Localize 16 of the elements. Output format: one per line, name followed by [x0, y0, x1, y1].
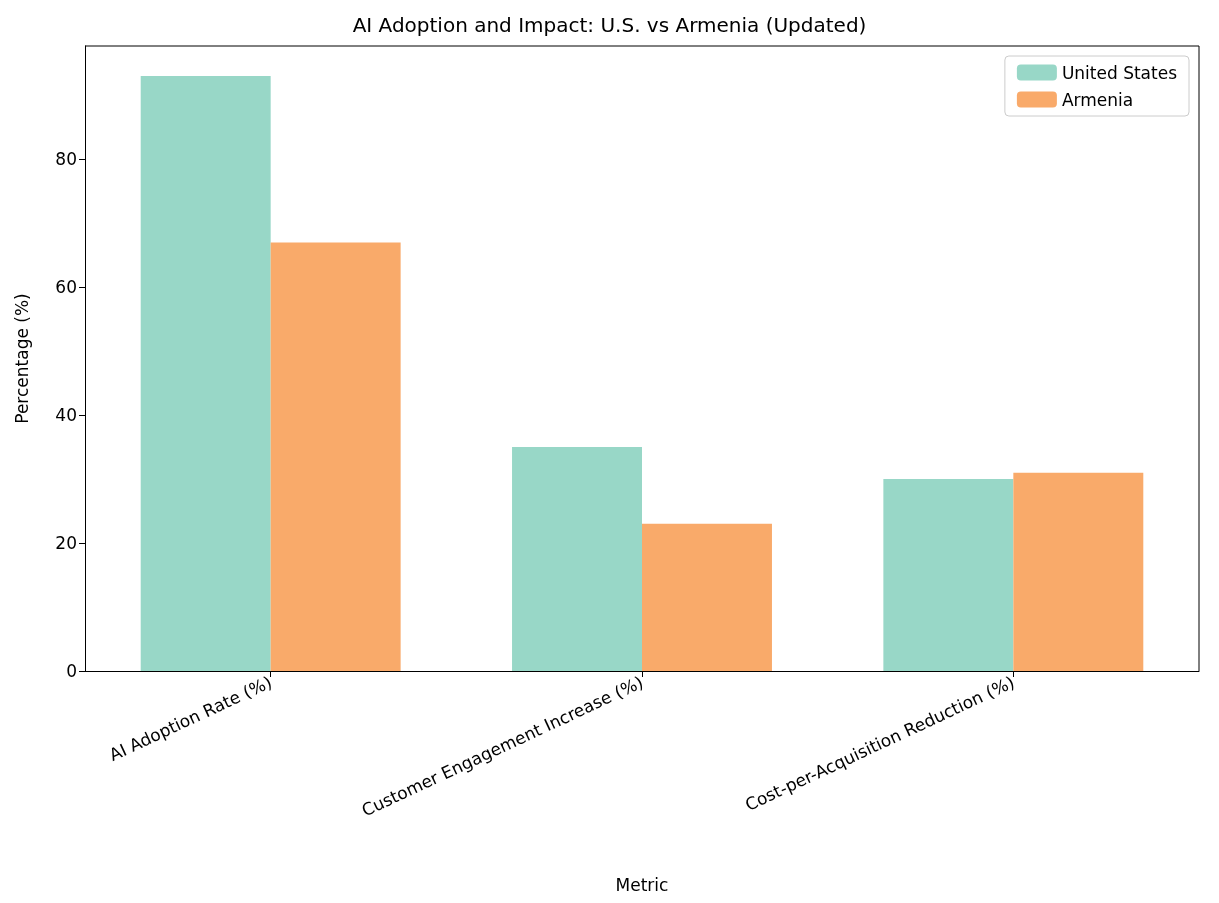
y-tick-label: 40: [55, 405, 77, 426]
y-tick-label: 80: [55, 149, 77, 170]
bar: [1013, 472, 1144, 671]
legend-label: United States: [1061, 62, 1178, 83]
x-axis-title: Metric: [615, 874, 669, 895]
bar: [512, 447, 642, 671]
y-axis-title: Percentage (%): [11, 293, 32, 424]
y-tick-label: 60: [55, 277, 77, 298]
bar: [270, 242, 401, 671]
bar: [140, 76, 271, 671]
legend-label: Armenia: [1061, 89, 1134, 110]
chart-title: AI Adoption and Impact: U.S. vs Armenia (Updated): [352, 13, 867, 37]
y-tick-label: 20: [55, 533, 77, 554]
bar: [883, 479, 1014, 671]
bar: [642, 523, 772, 671]
y-tick-label: 0: [66, 661, 77, 681]
